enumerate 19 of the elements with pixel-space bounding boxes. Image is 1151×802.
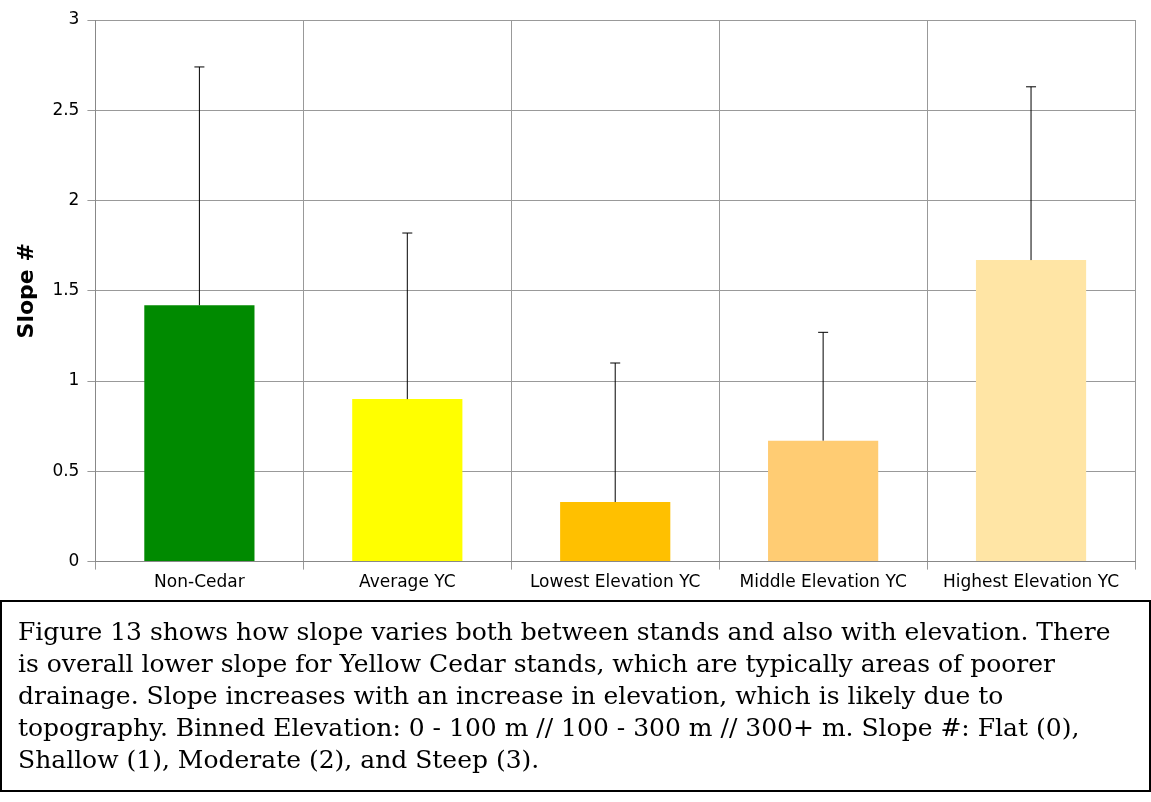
bar <box>352 399 463 562</box>
x-tick-label: Middle Elevation YC <box>739 571 907 592</box>
y-tick-label: 3 <box>68 8 80 29</box>
y-tick-label: 0.5 <box>52 459 80 480</box>
bar <box>144 305 255 562</box>
y-tick-label: 0 <box>68 550 80 571</box>
bar <box>768 440 879 562</box>
x-tick-label: Non-Cedar <box>154 571 245 592</box>
x-tick-label: Highest Elevation YC <box>942 571 1120 592</box>
x-tick-label: Lowest Elevation YC <box>529 571 701 592</box>
x-tick-label: Average YC <box>359 571 456 592</box>
y-tick-label: 2 <box>68 188 80 209</box>
y-tick-label: 1 <box>68 369 80 390</box>
y-axis-title: Slope # <box>12 243 38 339</box>
bar <box>975 260 1087 562</box>
y-tick-label: 1.5 <box>52 279 80 300</box>
bar <box>560 502 671 562</box>
caption: Figure 13 shows how slope varies both between stands and also with elevation. There is overall lower slope for Yellow Cedar stands, which are typically areas of poorer drainage. Slope increases with an increase in elevation, which is likely due to topography. Binned Elevation: 0 - 100 m // 100 - 300 m // 300+ m. Slope #: Flat (0), Shallow (1), Moderate (2), and Steep (3). <box>0 600 1151 792</box>
y-tick-label: 2.5 <box>52 98 80 119</box>
